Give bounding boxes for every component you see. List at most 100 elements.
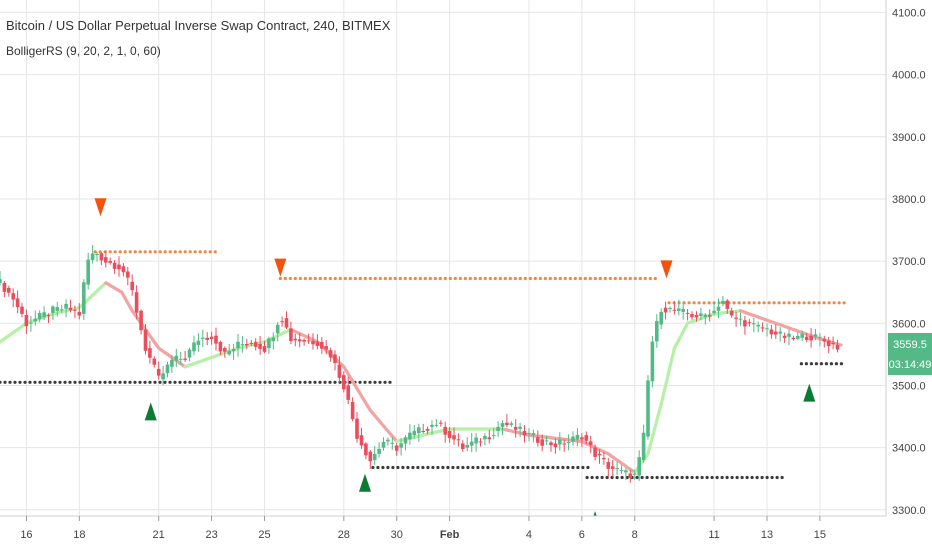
resistance-dot [373, 276, 377, 281]
support-dot [318, 380, 322, 384]
support-dot [665, 475, 669, 480]
price-tick-label: 3400.0 [892, 443, 926, 455]
candle [359, 427, 364, 449]
price-tick-label: 3600.0 [892, 318, 926, 330]
candle [496, 421, 500, 437]
support-dot [655, 475, 659, 480]
support-dot [213, 380, 217, 384]
candle [121, 263, 126, 277]
candle [491, 427, 496, 440]
candle [209, 331, 214, 345]
resistance-dot [503, 276, 507, 281]
resistance-dot [298, 276, 302, 281]
candle [51, 305, 55, 321]
support-dot [53, 380, 57, 384]
support-dot [620, 475, 624, 480]
time-axis[interactable]: 16 18 21 23 25 28 30 Feb 4 6 8 11 13 15 [20, 516, 826, 541]
candle [571, 431, 575, 446]
support-dot [388, 380, 392, 384]
candle-body [108, 261, 112, 263]
resistance-dot [93, 250, 97, 254]
support-dot [695, 475, 699, 480]
candle [42, 306, 46, 320]
countdown-label: 03:14:49 [889, 359, 932, 371]
bollinger-segment [662, 380, 669, 395]
resistance-dot [398, 276, 402, 281]
support-dot [804, 362, 809, 366]
candle [337, 356, 342, 383]
candle [602, 452, 606, 465]
support-dot [198, 380, 202, 384]
candle-body [588, 441, 593, 445]
candle-body [192, 342, 196, 352]
resistance-dot [443, 276, 447, 281]
resistance-dot [368, 276, 372, 281]
time-tick-label: 6 [579, 529, 585, 541]
resistance-dot [762, 301, 766, 305]
candle [540, 434, 544, 452]
candle [143, 324, 148, 355]
candle-body [130, 281, 134, 291]
candle-body [408, 432, 412, 440]
candle [606, 457, 611, 477]
candle [320, 337, 324, 354]
candle [562, 439, 566, 452]
support-dot [829, 362, 834, 366]
resistance-dot [702, 301, 706, 305]
candle [46, 313, 51, 323]
price-axis-bg [886, 0, 932, 516]
support-dot [491, 465, 495, 470]
support-dot [551, 465, 555, 470]
candle-body [637, 457, 641, 476]
candle-body [90, 253, 95, 261]
candle-body [187, 349, 192, 358]
candle-body [364, 443, 368, 456]
bollinger-segment [659, 391, 666, 406]
support-dot [183, 380, 187, 384]
resistance-dot [618, 276, 622, 281]
bollinger-segment [836, 342, 843, 347]
resistance-dot [458, 276, 462, 281]
support-dot [268, 380, 272, 384]
candle-body [342, 375, 346, 390]
resistance-dot [498, 276, 502, 281]
resistance-dot [588, 276, 592, 281]
candle [280, 316, 284, 327]
resistance-dot [288, 276, 292, 281]
resistance-dot [817, 301, 821, 305]
support-dot [328, 380, 332, 384]
resistance-dot [348, 276, 352, 281]
support-dot [615, 475, 619, 480]
resistance-dot [513, 276, 517, 281]
support-dot [760, 475, 764, 480]
resistance-dot [548, 276, 552, 281]
candle-body [258, 344, 262, 349]
support-dot [720, 475, 724, 480]
candle-body [372, 454, 377, 461]
resistance-dot [583, 276, 587, 281]
support-dot [303, 380, 307, 384]
candle-body [580, 437, 584, 440]
resistance-dot [842, 301, 846, 305]
support-dot [386, 465, 390, 470]
candle-body [712, 310, 716, 313]
candle [831, 336, 835, 350]
support-dot [371, 465, 375, 470]
support-dot [88, 380, 92, 384]
candle [425, 426, 430, 435]
support-dot [368, 380, 372, 384]
resistance-dot [143, 250, 147, 254]
resistance-dot [707, 301, 711, 305]
support-dot [78, 380, 82, 384]
candle [690, 311, 694, 320]
price-tick-label: 3800.0 [892, 194, 926, 206]
candle-body [716, 306, 721, 311]
candle [11, 288, 15, 308]
price-axis[interactable]: 3300.0 3400.0 3500.0 3600.0 3700.0 3800.0 3900… [892, 7, 926, 516]
support-dot [223, 380, 227, 384]
support-dot [58, 380, 62, 384]
candle-body [734, 317, 738, 319]
support-dot [476, 465, 480, 470]
candle [249, 339, 254, 347]
